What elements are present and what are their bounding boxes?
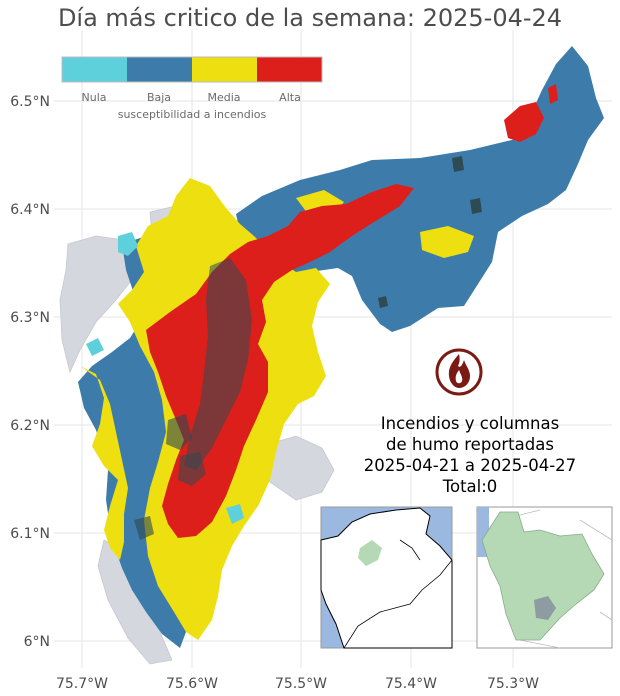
legend: Nula Baja Media Alta susceptibilidad a i… <box>61 56 323 121</box>
inset-antioquia <box>476 506 613 649</box>
legend-label-nula: Nula <box>82 91 107 104</box>
y-tick-6.1: 6.1°N <box>10 526 50 542</box>
info-line-2: de humo reportadas <box>386 435 554 454</box>
x-tick-75.5: 75.5°W <box>275 676 327 692</box>
dark-speckle <box>134 156 482 540</box>
legend-swatch-alta <box>257 57 322 82</box>
legend-label-alta: Alta <box>279 91 301 104</box>
y-tick-6.5: 6.5°N <box>10 94 50 110</box>
legend-swatch-media <box>192 57 257 82</box>
inset-colombia <box>320 506 453 649</box>
region-alta <box>146 84 558 538</box>
fire-report-summary: Incendios y columnas de humo reportadas … <box>340 413 600 497</box>
y-tick-6.0: 6°N <box>24 634 50 650</box>
x-tick-75.4: 75.4°W <box>385 676 437 692</box>
x-tick-75.6: 75.6°W <box>166 676 218 692</box>
page-title: Día más critico de la semana: 2025-04-24 <box>57 4 563 32</box>
info-line-1: Incendios y columnas <box>380 414 560 433</box>
y-tick-6.3: 6.3°N <box>10 310 50 326</box>
info-total: Total:0 <box>442 477 498 496</box>
legend-title: susceptibilidad a incendios <box>118 108 267 121</box>
fire-icon <box>435 348 483 396</box>
legend-swatch-baja <box>127 57 192 82</box>
x-tick-75.3: 75.3°W <box>487 676 539 692</box>
y-tick-6.2: 6.2°N <box>10 418 50 434</box>
legend-label-baja: Baja <box>147 91 171 104</box>
legend-swatch-nula <box>62 57 127 82</box>
x-tick-75.7: 75.7°W <box>56 676 108 692</box>
y-tick-6.4: 6.4°N <box>10 202 50 218</box>
info-date-range: 2025-04-21 a 2025-04-27 <box>363 456 577 475</box>
legend-label-media: Media <box>207 91 240 104</box>
region-nula <box>86 232 244 524</box>
